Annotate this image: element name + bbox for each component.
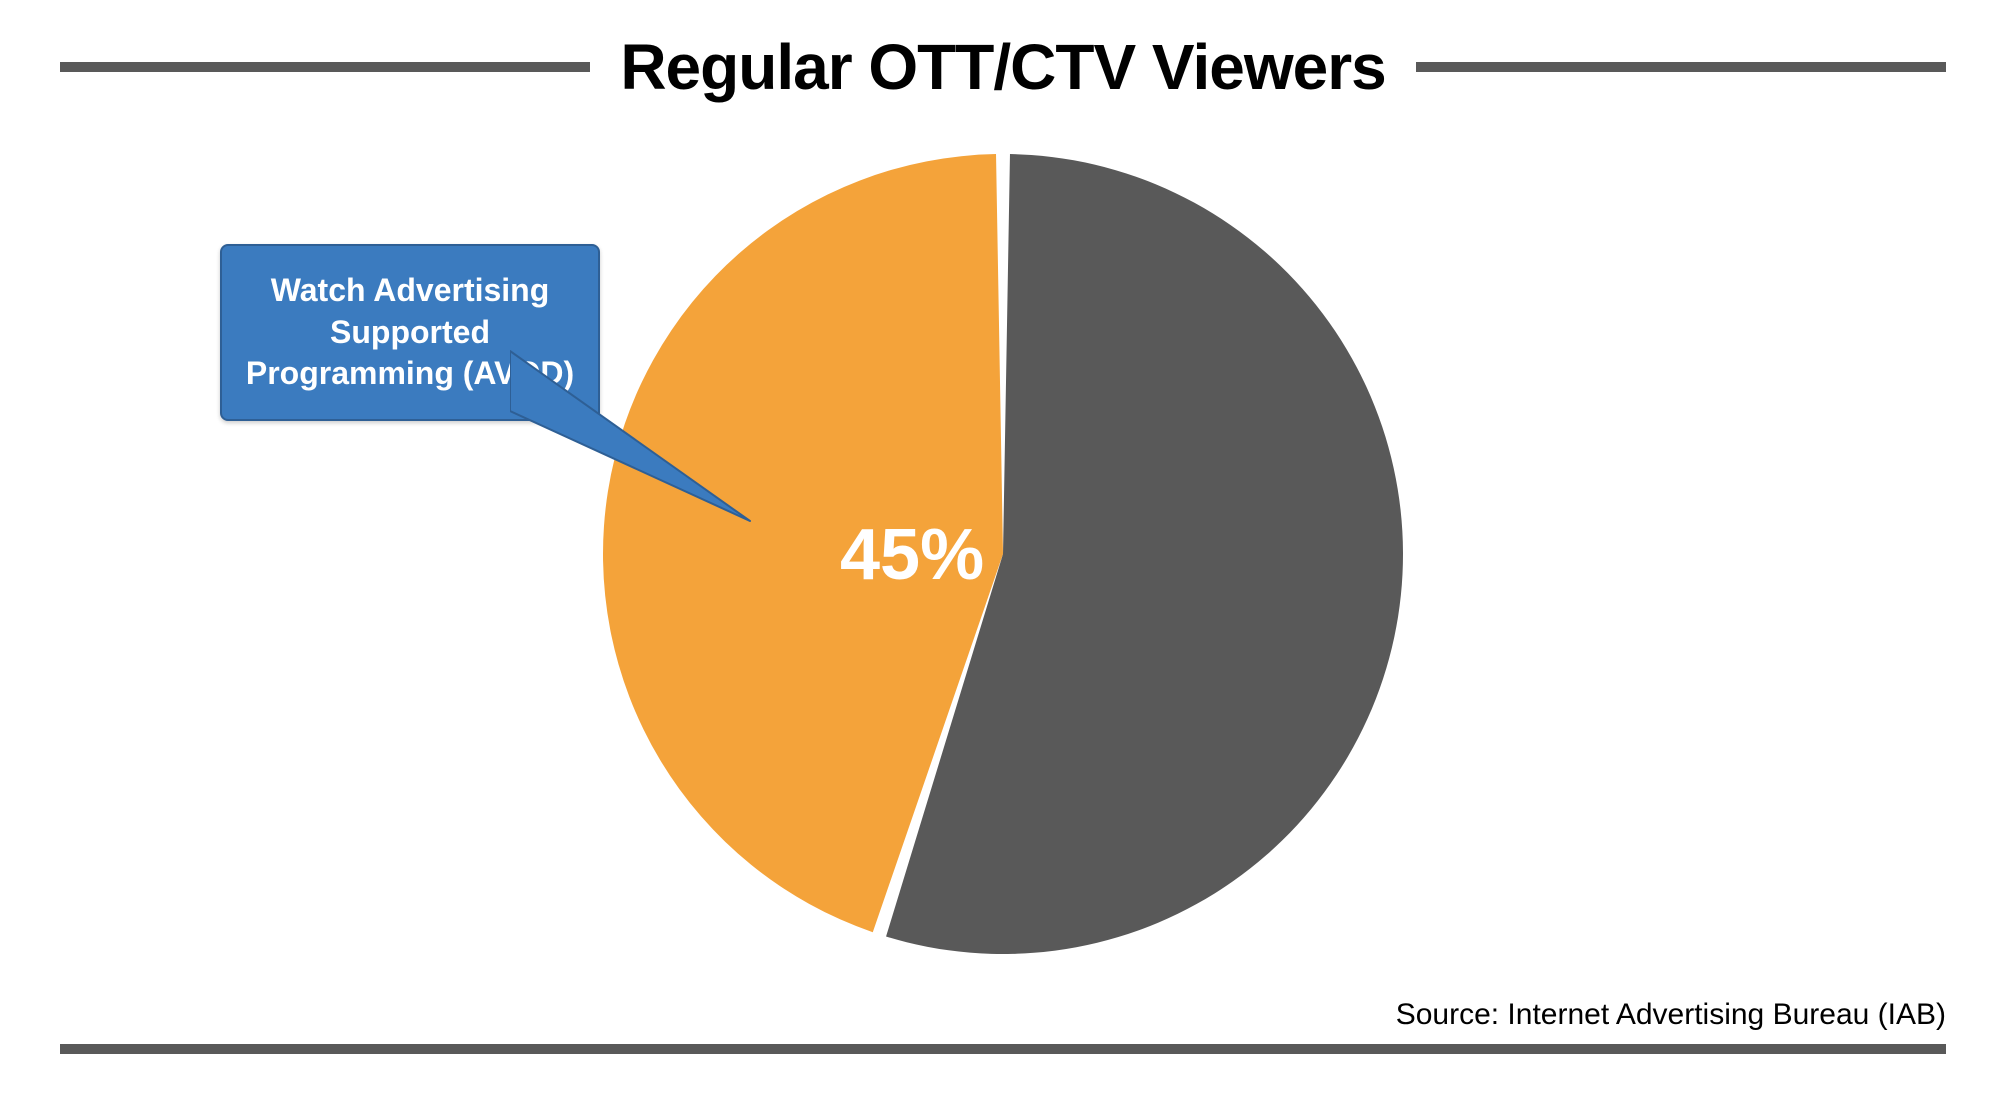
callout: Watch Advertising Supported Programming …: [220, 244, 600, 421]
title-bar-left: [60, 62, 590, 72]
source-text: Source: Internet Advertising Bureau (IAB…: [60, 998, 1946, 1032]
slide-title: Regular OTT/CTV Viewers: [620, 30, 1385, 104]
title-bar-right: [1416, 62, 1946, 72]
title-row: Regular OTT/CTV Viewers: [60, 30, 1946, 104]
chart-area: Watch Advertising Supported Programming …: [60, 104, 1946, 1004]
slide-container: Regular OTT/CTV Viewers Watch Advertisin…: [0, 0, 2006, 1094]
slice-percent-label: 45%: [840, 514, 984, 596]
footer-row: Source: Internet Advertising Bureau (IAB…: [60, 998, 1946, 1054]
pie-chart: [593, 144, 1413, 964]
footer-bar: [60, 1044, 1946, 1054]
callout-pointer-icon: [510, 341, 770, 541]
